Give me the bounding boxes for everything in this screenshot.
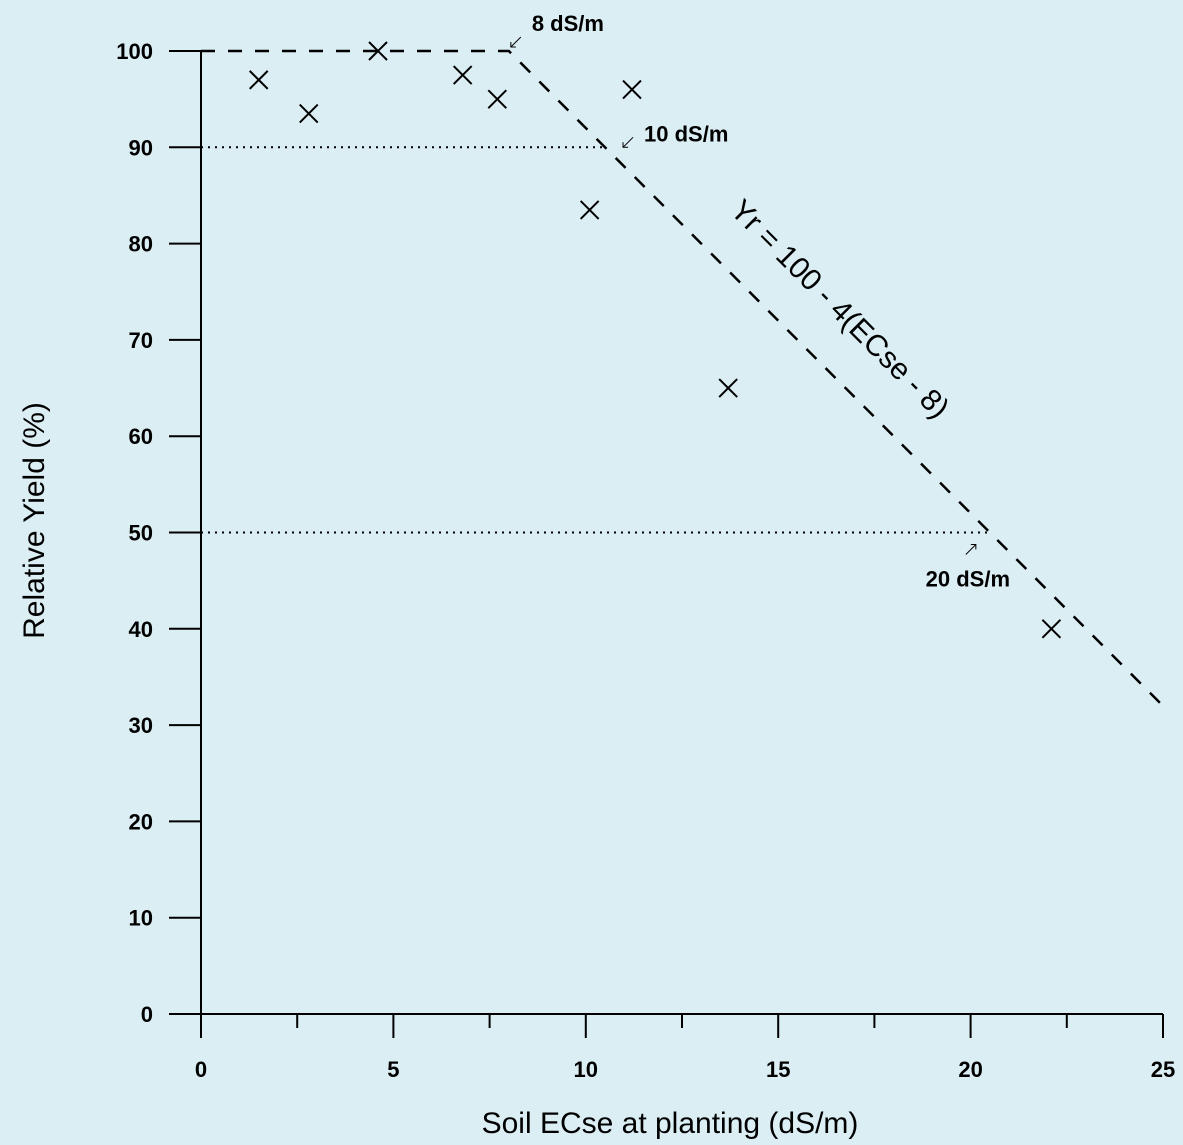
y-tick-label: 90 [129,135,153,160]
data-point [249,70,269,90]
y-tick-label: 60 [129,424,153,449]
x-tick-label: 10 [574,1057,598,1082]
annotation-label: 20 dS/m [926,567,1010,592]
data-point [718,378,738,398]
annotations: 8 dS/m 10 dS/m 20 dS/m [510,11,1010,592]
y-tick-label: 20 [129,809,153,834]
y-tick-label: 40 [129,617,153,642]
x-tick-label: 0 [195,1057,207,1082]
data-point [579,200,600,220]
data-point [487,89,508,109]
data-point [622,79,642,100]
x-tick-label: 5 [387,1057,399,1082]
model-line [201,49,1164,707]
data-points [249,41,1062,639]
y-tick-label: 10 [129,906,153,931]
x-axis-title: Soil ECse at planting (dS/m) [482,1107,859,1140]
y-tick-label: 70 [129,328,153,353]
y-tick-label: 100 [116,39,153,64]
model-line-group [201,49,1164,707]
annotation-arrow [622,136,634,148]
x-tick-label: 20 [958,1057,982,1082]
data-point [452,65,473,85]
annotation-arrowhead [510,42,516,48]
data-point [368,41,388,61]
annotation-arrowhead [622,142,629,148]
y-tick-label: 0 [141,1002,153,1027]
annotation-arrowhead [970,544,977,550]
annotation-label: 8 dS/m [532,11,604,36]
axes [200,51,1163,1015]
y-axis-title: Relative Yield (%) [18,402,51,639]
annotation-arrow [965,544,977,555]
annotation-label: 10 dS/m [644,121,728,146]
x-tick-label: 15 [766,1057,790,1082]
reference-guides [201,146,990,534]
y-tick-label: 80 [129,232,153,257]
data-point [1041,619,1062,639]
data-point [299,103,319,124]
y-tick-label: 30 [129,713,153,738]
x-tick-label: 25 [1151,1057,1175,1082]
y-tick-label: 50 [129,521,153,546]
ticks: 0 10 20 30 40 50 60 70 80 90 100 0 5 10 15 20 25 [116,39,1175,1082]
annotation-arrow [510,36,522,48]
model-equation: Yr = 100 - 4(ECse - 8) [724,194,955,426]
